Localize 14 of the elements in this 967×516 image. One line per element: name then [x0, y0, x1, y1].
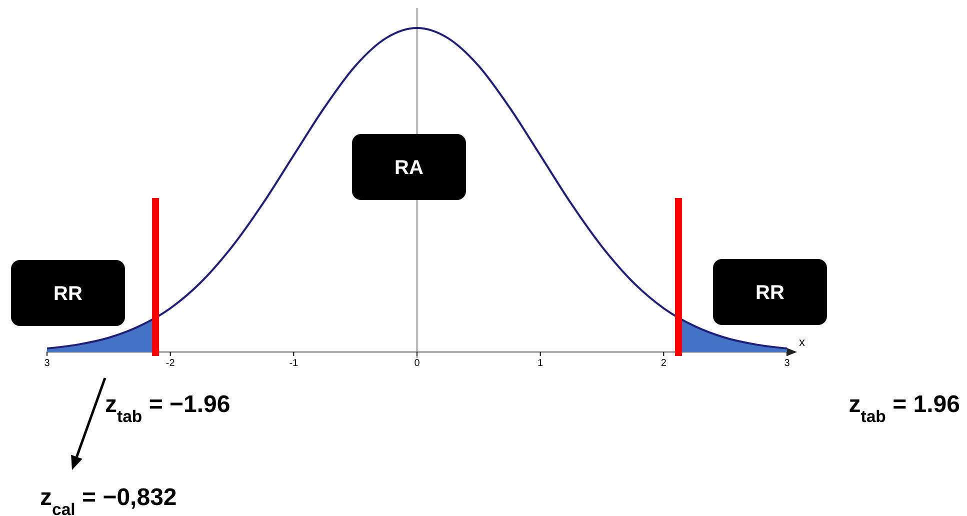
annotation: RR — [54, 283, 83, 305]
x-tick-label: 0 — [414, 358, 420, 370]
annotation: RR — [756, 282, 785, 304]
x-tick-label: 1 — [538, 358, 544, 370]
text: z$_{tab}$ = 1.96 — [848, 391, 960, 426]
x-tick-label: -2 — [166, 358, 176, 370]
text: z$_{tab}$ = −1.96 — [105, 391, 230, 426]
x-tick-label: -1 — [289, 358, 299, 370]
x-tick-label: 2 — [660, 358, 667, 370]
x-tick-label: 3 — [784, 358, 790, 370]
x-tick-label: 3 — [44, 358, 50, 370]
x-axis-title: x — [799, 335, 805, 349]
annotation: RA — [394, 157, 424, 179]
text: z$_{cal}$ = −0,832 — [40, 484, 177, 516]
